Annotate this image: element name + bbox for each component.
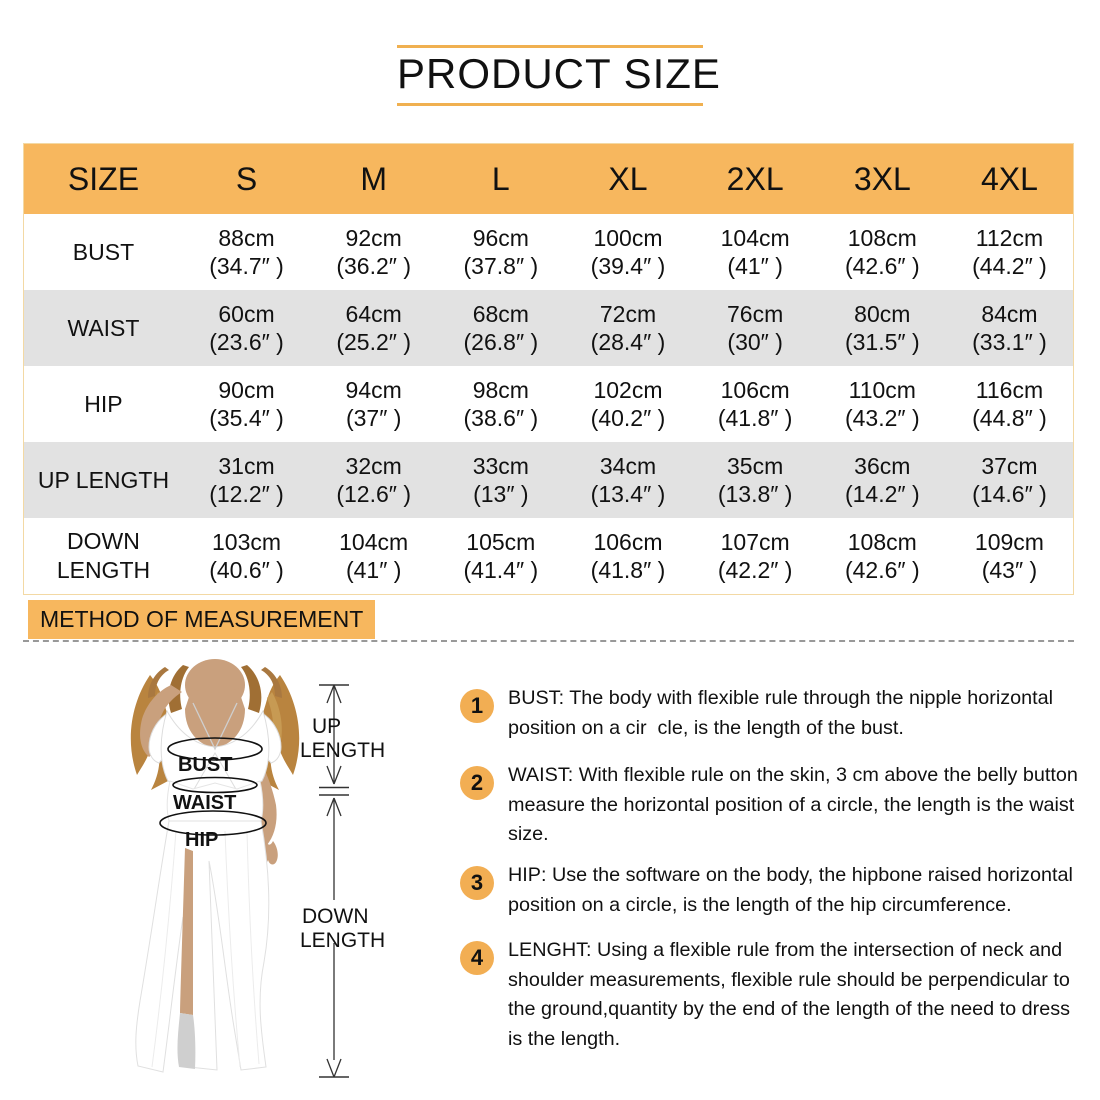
svg-text:LENGTH: LENGTH — [300, 739, 385, 762]
svg-text:HIP: HIP — [185, 829, 218, 851]
svg-text:DOWN: DOWN — [302, 905, 369, 928]
svg-text:LENGTH: LENGTH — [300, 929, 385, 952]
svg-text:BUST: BUST — [178, 754, 232, 776]
svg-text:WAIST: WAIST — [173, 792, 236, 814]
svg-text:UP: UP — [312, 715, 341, 738]
